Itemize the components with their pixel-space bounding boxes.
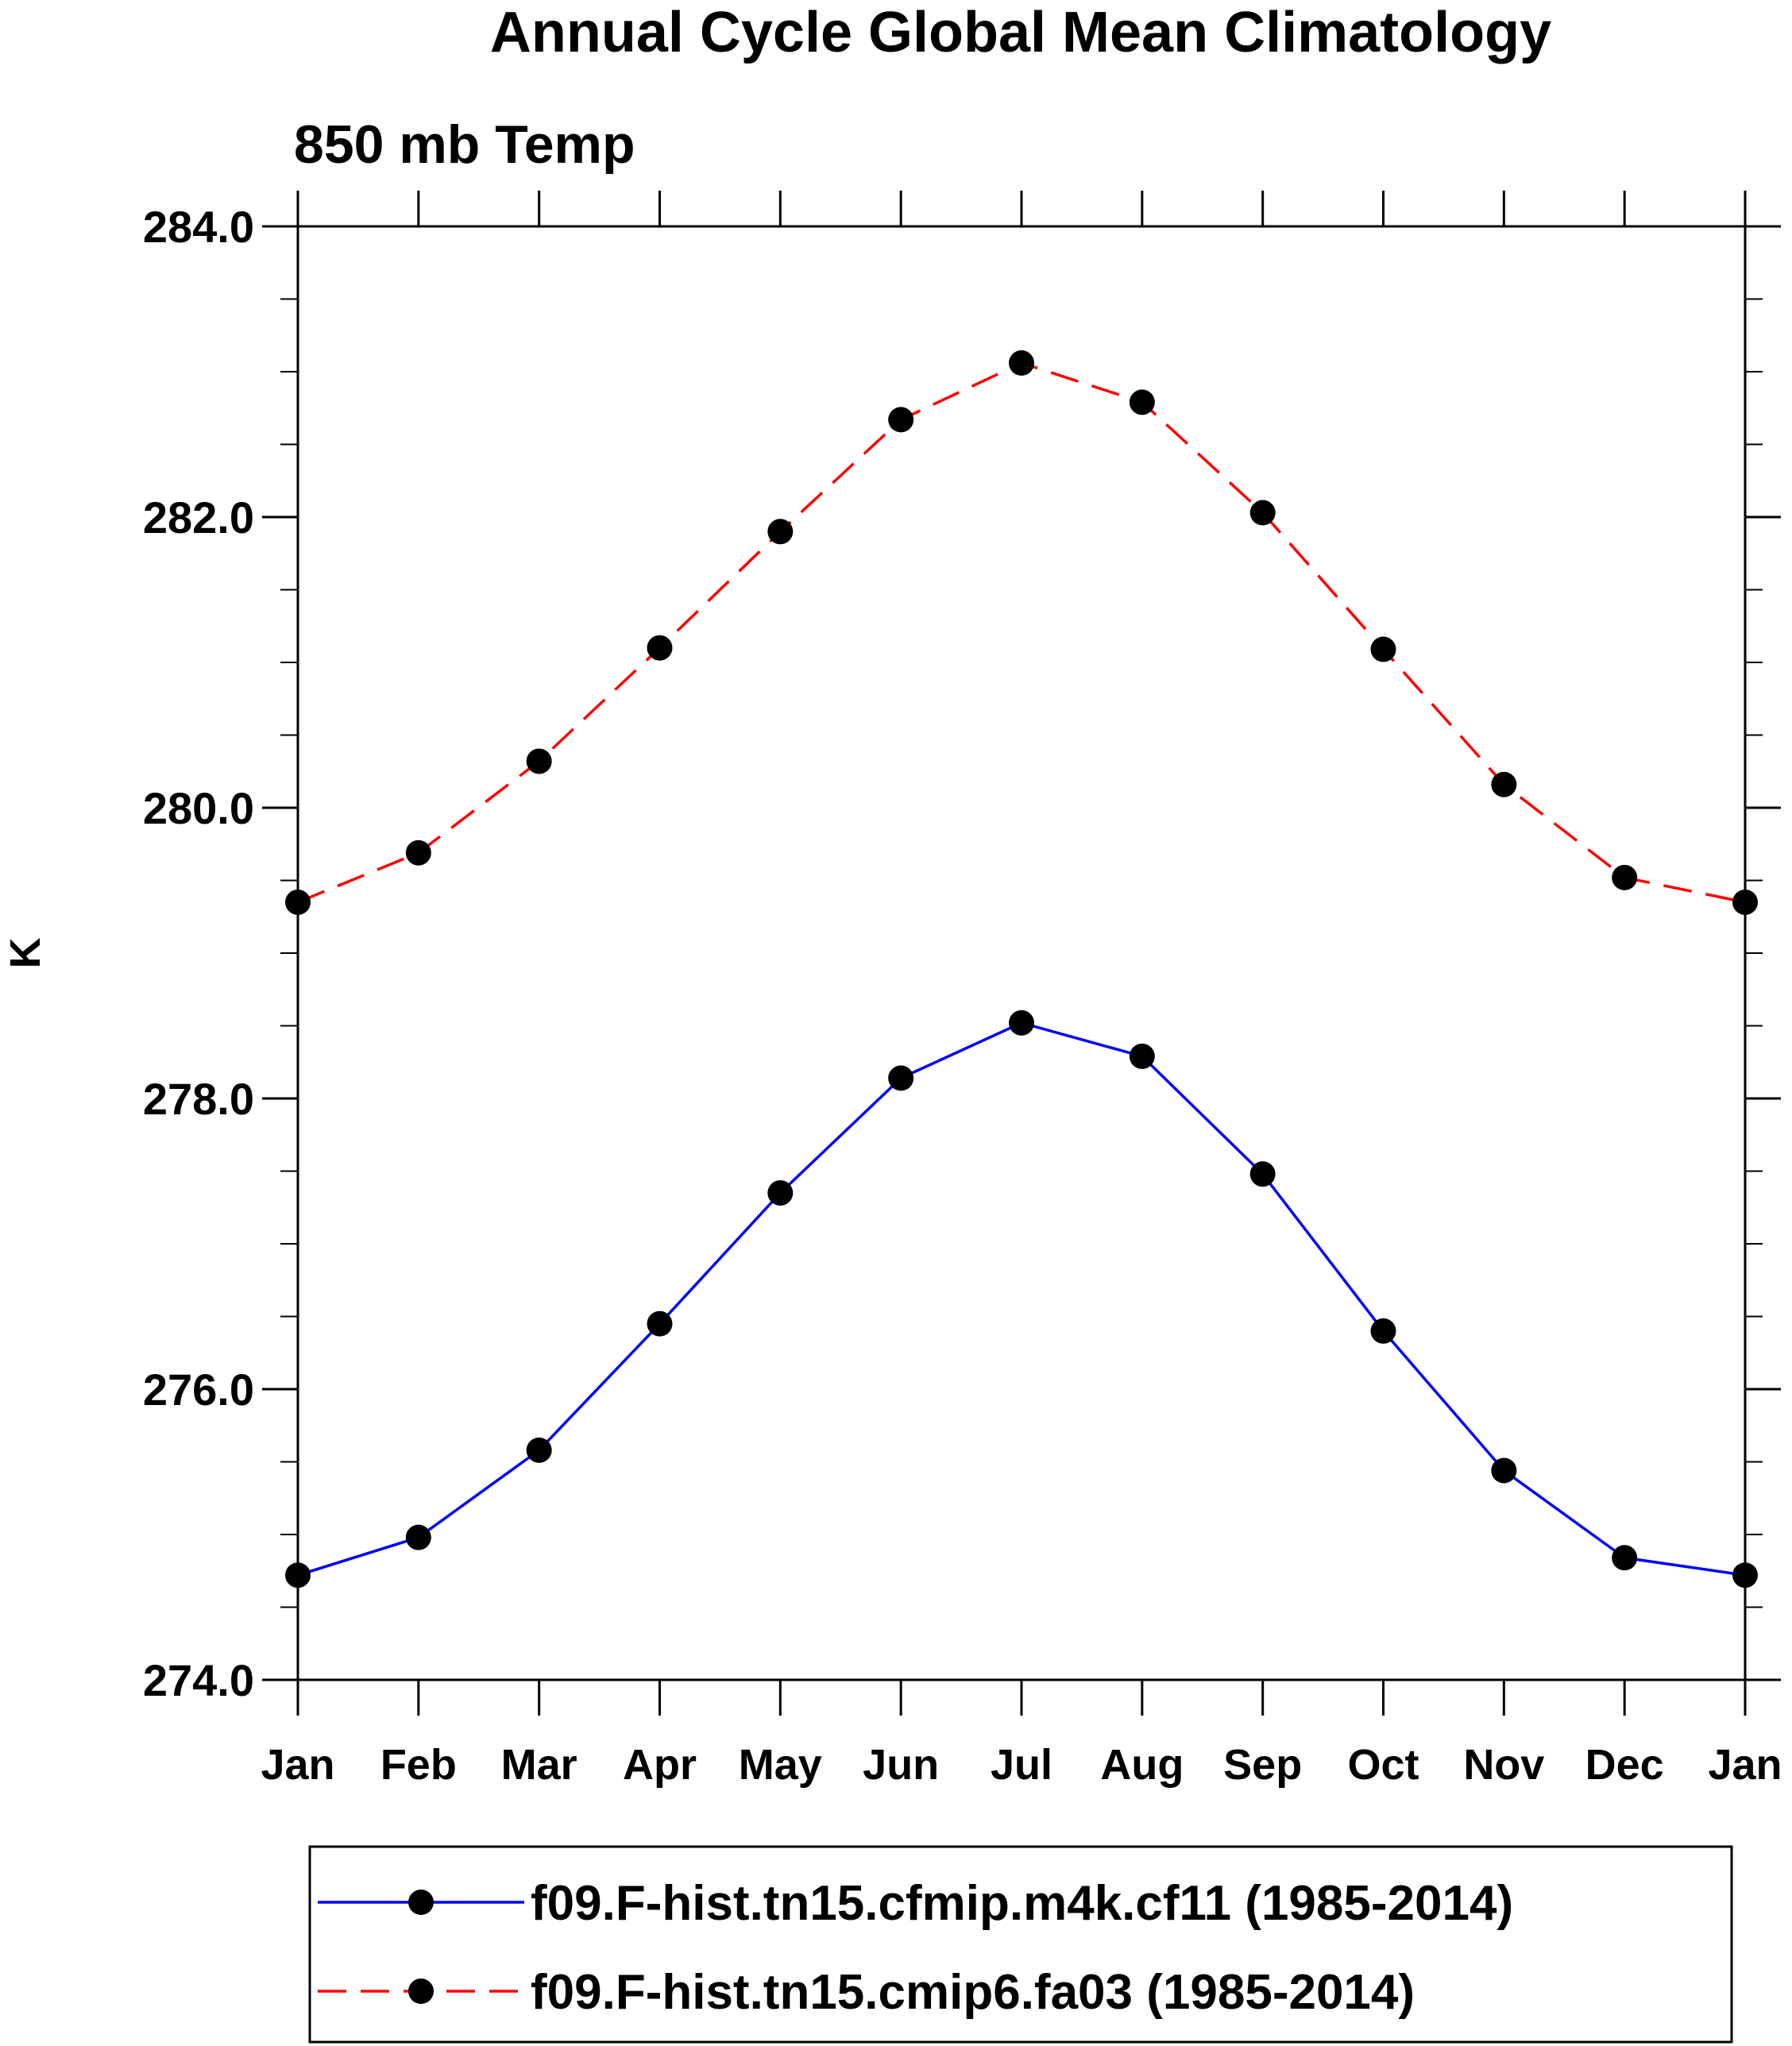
data-point [1129, 1043, 1155, 1069]
data-point [526, 748, 552, 774]
data-point [405, 840, 431, 866]
chart-subtitle: 850 mb Temp [294, 114, 635, 175]
x-tick-label: Apr [623, 1741, 697, 1789]
y-tick-label: 278.0 [143, 1074, 254, 1124]
data-point [526, 1437, 552, 1463]
data-point [767, 1179, 794, 1206]
legend-marker [408, 1978, 434, 2004]
data-point [888, 407, 914, 433]
legend: f09.F-hist.tn15.cfmip.m4k.cf11 (1985-201… [308, 1845, 1733, 2044]
data-point [1491, 1457, 1517, 1484]
data-point [1732, 1562, 1758, 1589]
x-tick-label: Nov [1463, 1741, 1544, 1789]
data-point [1491, 771, 1517, 797]
data-point [647, 1311, 673, 1337]
plot-frame [296, 225, 1747, 1681]
data-point [1009, 350, 1034, 376]
data-point [767, 519, 794, 545]
y-axis-label: K [2, 938, 49, 969]
y-tick-label: 284.0 [143, 202, 254, 252]
data-point [1370, 1318, 1396, 1344]
x-tick-label: May [739, 1741, 822, 1789]
data-point [1612, 864, 1638, 890]
data-point [888, 1065, 914, 1091]
x-tick-label: Feb [380, 1741, 457, 1789]
chart-title: Annual Cycle Global Mean Climatology [490, 1, 1551, 64]
x-tick-label: Mar [501, 1741, 577, 1789]
x-tick-label: Sep [1223, 1741, 1302, 1789]
legend-label: f09.F-hist.tn15.cmip6.fa03 (1985-2014) [531, 1965, 1415, 2020]
data-point [1732, 889, 1758, 915]
data-point [405, 1524, 431, 1550]
x-tick-label: Aug [1100, 1741, 1184, 1789]
series-line [297, 1021, 1746, 1577]
legend-entries: f09.F-hist.tn15.cfmip.m4k.cf11 (1985-201… [318, 1876, 1513, 2020]
data-point [285, 889, 311, 915]
data-point [1129, 389, 1155, 415]
y-tick-label: 280.0 [143, 783, 254, 833]
axis-ticks [262, 191, 1781, 1716]
x-tick-label: Jan [1708, 1741, 1782, 1789]
legend-frame [308, 1845, 1733, 2044]
y-tick-labels: 274.0 276.0 278.0 280.0 282.0 284.0 [143, 202, 254, 1705]
y-tick-label: 274.0 [143, 1655, 254, 1705]
series-layer [285, 350, 1758, 1589]
x-tick-label: Jul [991, 1741, 1052, 1789]
data-point [1249, 500, 1276, 526]
x-tick-label: Jun [863, 1741, 939, 1789]
data-point [1009, 1009, 1034, 1036]
data-point [1612, 1545, 1638, 1571]
y-tick-label: 276.0 [143, 1365, 254, 1415]
legend-label: f09.F-hist.tn15.cfmip.m4k.cf11 (1985-201… [531, 1876, 1513, 1931]
x-tick-label: Jan [261, 1741, 334, 1789]
x-tick-label: Dec [1585, 1741, 1664, 1789]
legend-marker [408, 1890, 434, 1915]
data-point [647, 635, 673, 661]
data-point [1249, 1161, 1276, 1187]
series-line [297, 361, 1746, 904]
y-tick-label: 282.0 [143, 492, 254, 542]
x-tick-labels: Jan Feb Mar Apr May Jun Jul Aug Sep Oct Nov Dec Jan [261, 1741, 1782, 1789]
data-point [1370, 636, 1396, 662]
data-point [285, 1562, 311, 1589]
x-tick-label: Oct [1347, 1741, 1419, 1789]
